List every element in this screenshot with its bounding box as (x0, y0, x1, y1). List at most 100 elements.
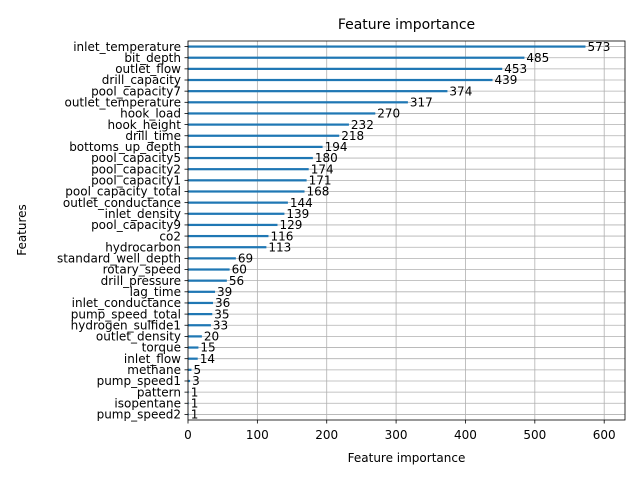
bar-value-label: 573 (587, 40, 610, 54)
y-tick-label: pool_capacity5 (91, 151, 181, 165)
bar-value-label: 14 (200, 352, 215, 366)
bar (188, 257, 236, 260)
y-tick-label: outlet_temperature (64, 96, 181, 110)
bar (188, 223, 278, 227)
bar (188, 324, 211, 327)
bar (188, 56, 525, 59)
y-tick-label: outlet_flow (115, 62, 181, 76)
x-tick-label: 300 (385, 428, 408, 442)
bar (188, 156, 313, 160)
bar-value-label: 144 (290, 196, 313, 210)
bar (188, 123, 349, 126)
y-tick-label: inlet_temperature (73, 40, 181, 54)
y-tick-label: rotary_speed (103, 263, 181, 277)
bar (188, 312, 213, 316)
y-tick-label: pool_capacity1 (91, 174, 181, 188)
plot-frame (187, 40, 626, 421)
bar-value-label: 194 (325, 140, 348, 154)
bar (188, 379, 191, 383)
y-tick-label: inlet_conductance (72, 296, 181, 310)
bar-value-label: 3 (192, 374, 200, 388)
x-tick-label: 400 (454, 428, 477, 442)
bar-value-label: 180 (315, 151, 338, 165)
bar-value-label: 168 (307, 185, 330, 199)
bar-value-label: 60 (232, 263, 247, 277)
bar-value-label: 129 (279, 218, 302, 232)
y-tick-label: outlet_conductance (63, 196, 181, 210)
bar-value-label: 1 (191, 385, 199, 399)
y-tick-label: standard_well_depth (57, 252, 181, 266)
y-tick-label: inlet_density (105, 207, 181, 221)
y-tick-label: lag_time (130, 285, 181, 299)
bar-value-label: 270 (377, 107, 400, 121)
y-tick-label: outlet_density (96, 330, 181, 344)
labels: 573 inlet_temperature 485 bit_depth 453 outle… (57, 40, 616, 442)
x-tick-label: 500 (523, 428, 546, 442)
bar-value-label: 174 (311, 162, 334, 176)
y-axis-label: Features (15, 204, 29, 256)
y-tick-label: drill_capacity (102, 73, 181, 87)
bar (188, 190, 305, 193)
y-tick-label: pool_capacity2 (91, 162, 181, 176)
bar-value-label: 39 (217, 285, 232, 299)
bar (188, 134, 340, 137)
bar (188, 101, 408, 104)
bar-value-label: 317 (410, 96, 433, 110)
y-tick-label: pool_capacity9 (91, 218, 181, 232)
y-tick-label: drill_pressure (101, 274, 181, 288)
y-tick-label: drill_time (125, 129, 181, 143)
bar (188, 78, 493, 82)
bar-value-label: 218 (341, 129, 364, 143)
x-tick-label: 0 (184, 428, 192, 442)
bar (188, 145, 323, 149)
y-tick-label: pool_capacity7 (91, 84, 181, 98)
bar (188, 290, 216, 293)
y-tick-label: pattern (137, 385, 181, 399)
bar (188, 90, 448, 93)
bar-value-label: 5 (193, 363, 201, 377)
bar-value-label: 35 (214, 307, 229, 321)
x-tick-label: 600 (593, 428, 616, 442)
bar-value-label: 1 (191, 408, 199, 422)
bar (188, 279, 227, 282)
bar-value-label: 453 (504, 62, 527, 76)
y-tick-label: co2 (159, 229, 181, 243)
bar (188, 346, 199, 349)
bar-value-label: 36 (215, 296, 230, 310)
y-tick-label: hydrogen_sulfide1 (71, 318, 181, 332)
y-tick-label: methane (127, 363, 181, 377)
y-tick-label: hook_load (120, 107, 181, 121)
y-tick-label: pump_speed1 (97, 374, 181, 388)
x-tick-label: 100 (246, 428, 269, 442)
bar-value-label: 15 (200, 341, 215, 355)
bar-value-label: 113 (268, 240, 291, 254)
bar-value-label: 139 (286, 207, 309, 221)
bar-value-label: 439 (495, 73, 518, 87)
y-tick-label: bottoms_up_depth (69, 140, 181, 154)
bar-value-label: 374 (449, 84, 472, 98)
y-tick-label: hydrocarbon (105, 240, 181, 254)
bar (188, 301, 213, 305)
axes (184, 40, 626, 424)
bar (188, 335, 202, 338)
bar (188, 268, 230, 271)
bar-value-label: 56 (229, 274, 244, 288)
y-tick-label: torque (142, 341, 181, 355)
x-tick-label: 200 (315, 428, 338, 442)
bars (188, 45, 586, 416)
bar (188, 201, 288, 204)
bar (188, 179, 307, 182)
y-tick-label: pool_capacity_total (65, 185, 181, 199)
bar (188, 357, 198, 360)
bar-value-label: 116 (270, 229, 293, 243)
bar-value-label: 1 (191, 396, 199, 410)
bar (188, 246, 267, 249)
bar-value-label: 171 (309, 174, 332, 188)
y-tick-label: hook_height (108, 118, 182, 132)
bar-value-label: 69 (238, 252, 253, 266)
bar-value-label: 33 (213, 318, 228, 332)
bar (188, 45, 586, 48)
y-tick-label: isopentane (114, 396, 181, 410)
bar (188, 234, 269, 238)
